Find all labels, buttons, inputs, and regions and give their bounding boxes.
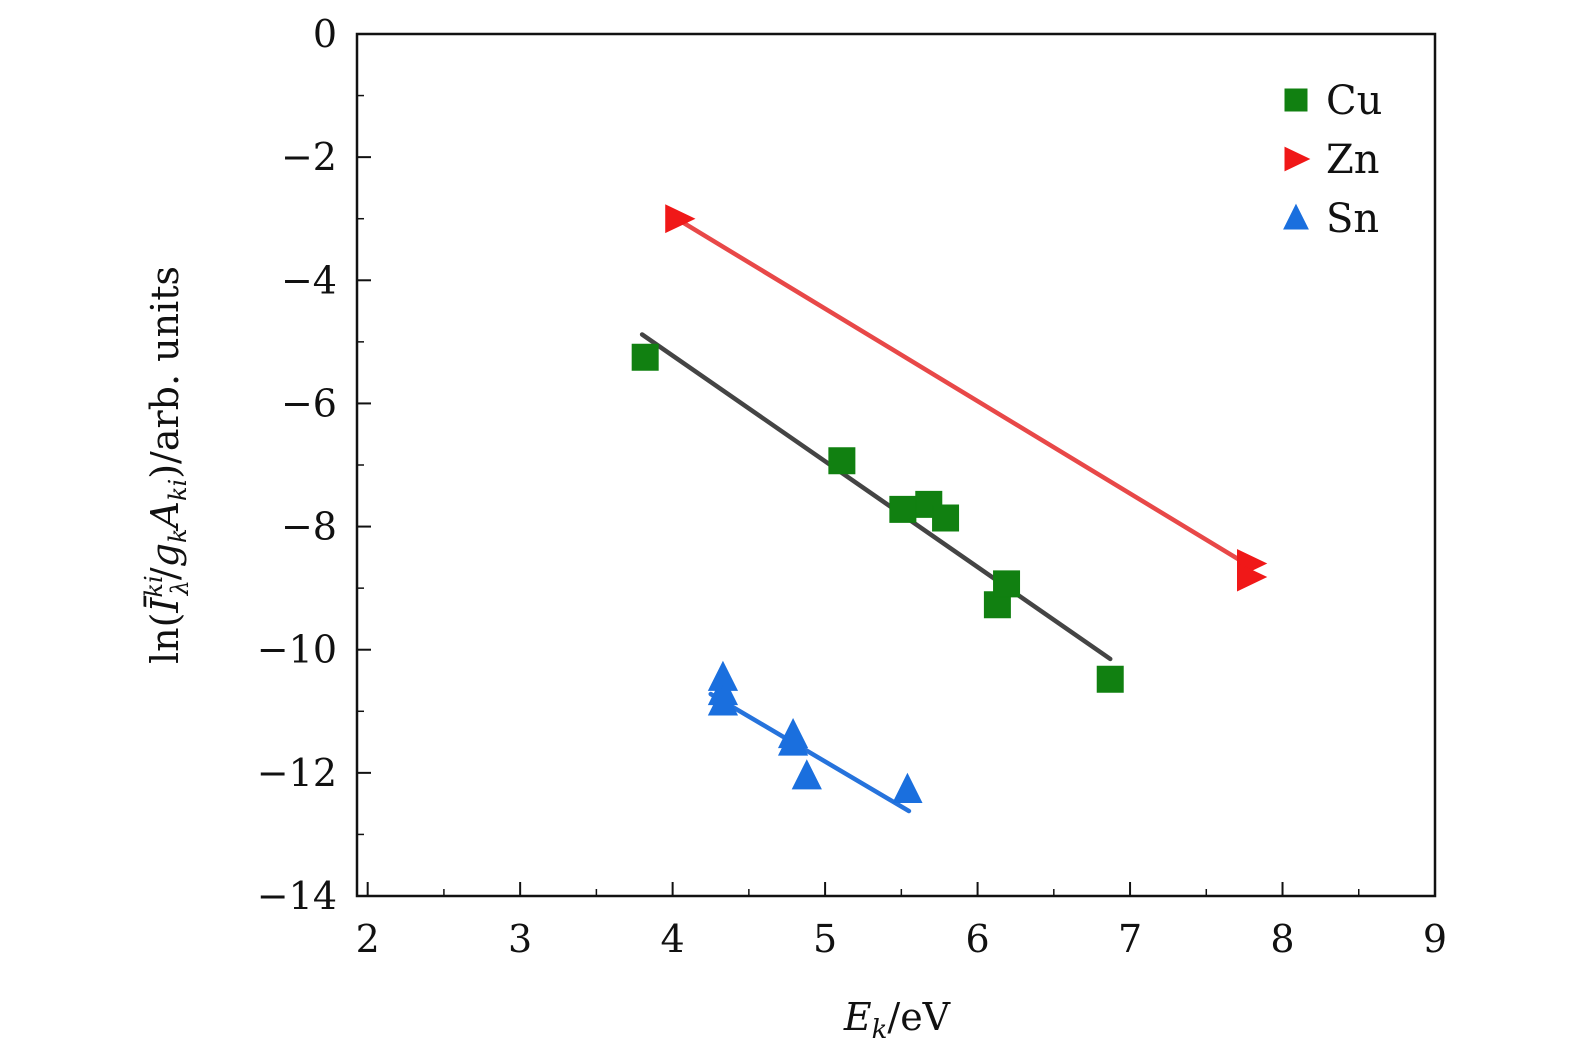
data-points	[631, 204, 1268, 803]
data-point-cu	[828, 447, 856, 475]
y-tick-label: −2	[281, 135, 337, 179]
legend-marker-cu	[1284, 88, 1308, 112]
axis-ticks	[357, 33, 1436, 897]
x-tick-label: 5	[813, 917, 837, 961]
legend-marker-sn	[1283, 203, 1309, 230]
fit-lines	[639, 217, 1253, 814]
data-point-cu	[932, 504, 960, 532]
y-tick-labels: 0 −2 −4 −6 −8 −10 −12 −14	[257, 12, 337, 918]
data-point-sn	[707, 685, 739, 716]
x-tick-labels: 2 3 4 5 6 7 8 9	[356, 917, 1448, 961]
y-tick-label: −8	[281, 505, 337, 549]
data-point-zn	[1237, 562, 1268, 592]
legend-marker-zn	[1284, 146, 1311, 172]
x-axis-label: Ek/eV	[843, 995, 951, 1045]
data-point-cu	[889, 495, 917, 523]
x-tick-label: 9	[1423, 917, 1447, 961]
legend-label-cu: Cu	[1326, 78, 1382, 124]
y-tick-label: −12	[257, 751, 337, 795]
data-point-sn	[892, 772, 923, 803]
plot-frame	[355, 32, 1437, 898]
data-point-cu	[993, 570, 1021, 598]
data-point-cu	[1096, 665, 1124, 693]
x-tick-label: 3	[508, 917, 532, 961]
x-tick-label: 2	[356, 917, 380, 961]
data-point-cu	[631, 343, 659, 371]
data-point-sn	[791, 759, 822, 790]
data-point-sn	[777, 725, 809, 756]
y-tick-label: −4	[281, 258, 337, 302]
y-tick-label: −6	[281, 381, 337, 425]
y-tick-label: −14	[257, 874, 337, 918]
fit-line-zn	[676, 217, 1253, 569]
x-tick-label: 4	[661, 917, 685, 961]
x-tick-label: 6	[965, 917, 989, 961]
fit-line-cu	[639, 332, 1113, 662]
x-tick-label: 8	[1270, 917, 1294, 961]
data-point-zn	[665, 204, 696, 234]
legend-label-zn: Zn	[1326, 137, 1380, 183]
y-tick-label: 0	[313, 12, 337, 56]
y-axis-label: ln(Īkiλ/gkAki)/arb. units	[140, 266, 194, 664]
legend-label-sn: Sn	[1326, 196, 1379, 242]
y-tick-label: −10	[257, 628, 337, 672]
x-tick-label: 7	[1118, 917, 1142, 961]
legend: Cu Zn Sn	[1283, 78, 1382, 242]
fit-line-sn	[708, 691, 912, 814]
